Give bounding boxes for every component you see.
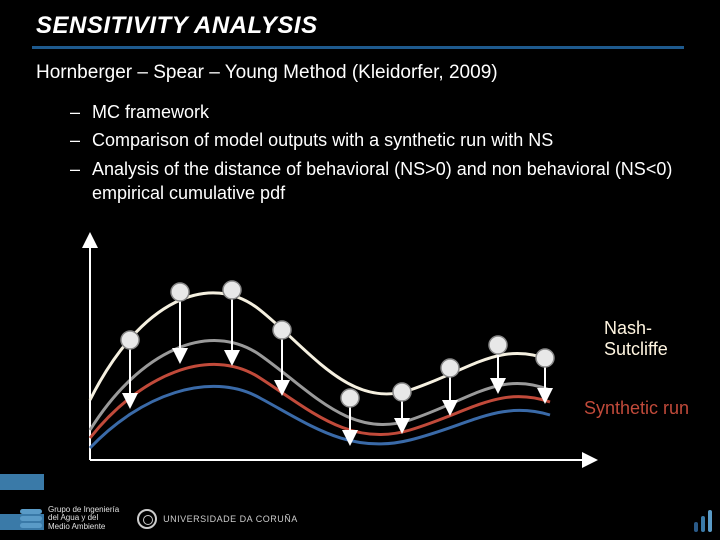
bullet-item: – Comparison of model outputs with a syn…: [70, 128, 680, 152]
geama-logo: Grupo de Ingeniería del Agua y del Medio…: [20, 506, 119, 532]
nash-line1: Nash-: [604, 318, 652, 338]
sensitivity-chart: [50, 230, 610, 480]
bullet-text: MC framework: [92, 100, 209, 124]
title-underline: [32, 46, 684, 49]
udc-logo: UNIVERSIDADE DA CORUÑA: [137, 509, 298, 529]
subtitle: Hornberger – Spear – Young Method (Kleid…: [36, 62, 498, 84]
bullet-item: – Analysis of the distance of behavioral…: [70, 157, 680, 206]
bullet-item: – MC framework: [70, 100, 680, 124]
synthetic-run-label: Synthetic run: [584, 398, 689, 419]
bullet-list: – MC framework – Comparison of model out…: [70, 100, 680, 209]
nash-line2: Sutcliffe: [604, 339, 668, 359]
udc-icon: [137, 509, 157, 529]
slide-title: SENSITIVITY ANALYSIS: [36, 12, 318, 40]
wave-icon: [20, 509, 42, 528]
bullet-dash: –: [70, 128, 92, 152]
bullet-text: Comparison of model outputs with a synth…: [92, 128, 553, 152]
bullet-text: Analysis of the distance of behavioral (…: [92, 157, 680, 206]
nash-sutcliffe-label: Nash- Sutcliffe: [604, 318, 668, 359]
bullet-dash: –: [70, 100, 92, 124]
udc-logo-text: UNIVERSIDADE DA CORUÑA: [163, 514, 298, 524]
bullet-dash: –: [70, 157, 92, 206]
corner-bars-icon: [694, 510, 712, 532]
footer: Grupo de Ingeniería del Agua y del Medio…: [20, 506, 298, 532]
geama-logo-text: Grupo de Ingeniería del Agua y del Medio…: [48, 506, 119, 532]
